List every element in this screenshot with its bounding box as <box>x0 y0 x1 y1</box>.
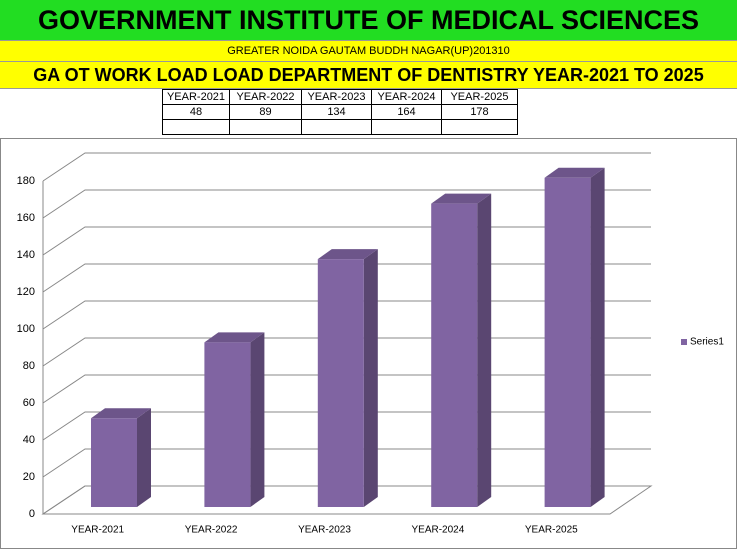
bar <box>317 249 378 507</box>
y-tick-label: 0 <box>29 508 35 520</box>
cell: YEAR-2022 <box>229 89 302 105</box>
x-tick-label: YEAR-2023 <box>298 525 351 536</box>
cell <box>301 119 372 135</box>
bar-front <box>317 259 364 507</box>
cell: YEAR-2023 <box>301 89 372 105</box>
bar <box>204 332 265 507</box>
heading: GA OT WORK LOAD LOAD DEPARTMENT OF DENTI… <box>0 62 737 89</box>
y-tick-label: 20 <box>23 471 35 483</box>
bar-top <box>431 193 492 204</box>
cell: 178 <box>441 104 518 120</box>
y-tick-label: 40 <box>23 434 35 446</box>
bar-front <box>91 418 137 507</box>
bar-side <box>477 193 492 507</box>
cell: YEAR-2025 <box>441 89 518 105</box>
cell: 164 <box>371 104 442 120</box>
bar-front <box>204 342 251 507</box>
cell: YEAR-2021 <box>162 89 230 105</box>
chart: 0 20 40 60 80 100 120 140 160 180 YEAR-2021 YEAR-20… <box>0 138 737 549</box>
data-table: YEAR-2021 YEAR-2022 YEAR-2023 YEAR-2024 YEAR… <box>162 89 518 135</box>
y-tick-label: 60 <box>23 397 35 409</box>
grid-line <box>42 152 651 182</box>
y-tick-label: 100 <box>17 323 35 335</box>
subtitle: GREATER NOIDA GAUTAM BUDDH NAGAR(UP)2013… <box>0 41 737 62</box>
legend-swatch <box>681 339 687 345</box>
y-tick-label: 180 <box>17 175 35 187</box>
bar-top <box>204 332 265 343</box>
grid-line <box>42 189 651 219</box>
cell: 89 <box>229 104 302 120</box>
x-tick-label: YEAR-2021 <box>71 525 124 536</box>
cell <box>229 119 302 135</box>
bar-side <box>590 167 605 507</box>
cell: YEAR-2024 <box>371 89 442 105</box>
bar-top <box>91 408 151 419</box>
y-tick-label: 160 <box>17 212 35 224</box>
bar <box>431 193 492 507</box>
bar-top <box>544 167 605 178</box>
x-tick-label: YEAR-2022 <box>185 525 238 536</box>
bar-front <box>431 203 478 507</box>
bar <box>91 408 151 507</box>
title: GOVERNMENT INSTITUTE OF MEDICAL SCIENCES <box>0 0 737 41</box>
legend-label: Series1 <box>690 337 724 348</box>
cell: 134 <box>301 104 372 120</box>
cell: 48 <box>162 104 230 120</box>
cell <box>162 119 230 135</box>
y-tick-label: 140 <box>17 249 35 261</box>
bar-top <box>317 249 378 260</box>
x-tick-label: YEAR-2025 <box>525 525 578 536</box>
cell <box>441 119 518 135</box>
bar-side <box>250 332 265 507</box>
y-tick-label: 80 <box>23 360 35 372</box>
y-tick-label: 120 <box>17 286 35 298</box>
bar <box>544 167 605 507</box>
cell <box>371 119 442 135</box>
bar-front <box>544 177 591 507</box>
x-tick-label: YEAR-2024 <box>411 525 464 536</box>
bar-side <box>363 249 378 507</box>
bar-side <box>137 408 151 507</box>
